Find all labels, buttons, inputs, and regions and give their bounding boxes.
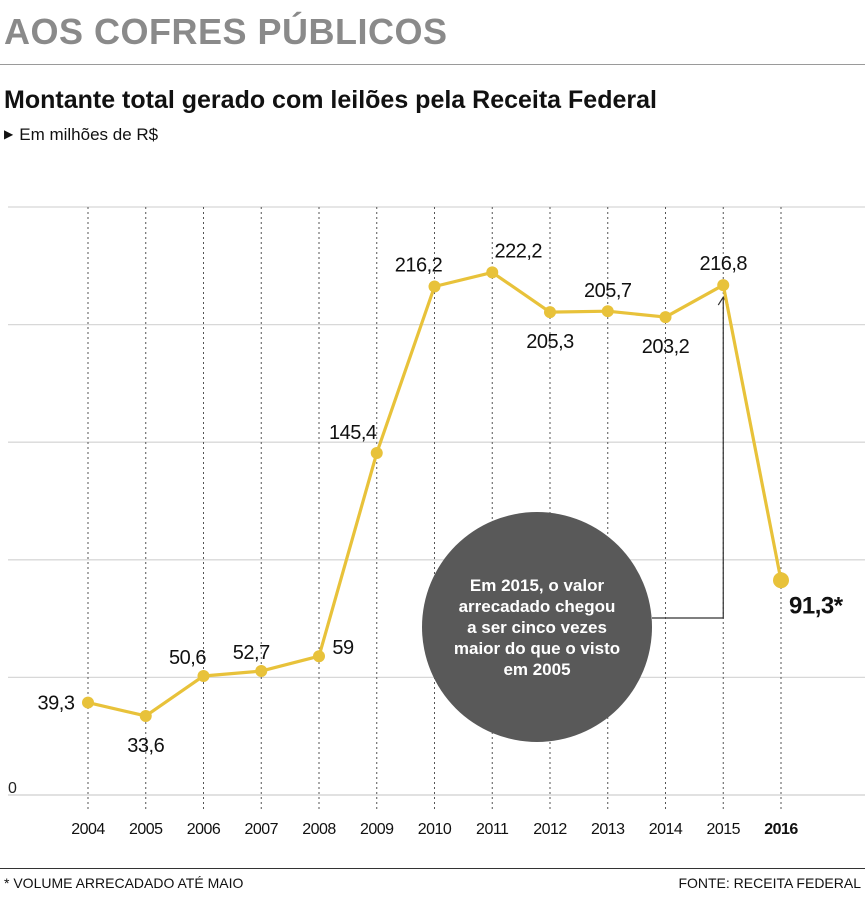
data-label: 145,4 [329, 422, 377, 444]
kicker-heading: AOS COFRES PÚBLICOS [4, 11, 448, 52]
top-rule [0, 64, 865, 65]
x-tick-label: 2011 [476, 821, 509, 838]
unit-label: Em milhões de R$ [19, 125, 159, 144]
data-point [197, 669, 210, 682]
annotation-text: Em 2015, o valor arrecadado chegou a ser… [453, 575, 621, 679]
data-point [428, 280, 441, 293]
chart-title: Montante total gerado com leilões pela R… [4, 86, 657, 114]
y-tick-label: 0 [8, 780, 17, 797]
data-point [717, 279, 730, 292]
annotation-bubble: Em 2015, o valor arrecadado chegou a ser… [422, 512, 652, 742]
footnote: * VOLUME ARRECADADO ATÉ MAIO [4, 875, 244, 891]
data-label: 50,6 [169, 647, 206, 669]
x-tick-label: 2012 [533, 821, 567, 838]
data-label: 59 [332, 637, 354, 659]
x-tick-label: 2016 [764, 821, 798, 838]
data-point [773, 572, 789, 589]
data-label: 33,6 [127, 735, 164, 757]
x-tick-label: 2005 [129, 821, 163, 838]
data-label: 39,3 [38, 693, 75, 715]
x-tick-label: 2007 [244, 821, 278, 838]
x-tick-label: 2006 [187, 821, 221, 838]
chart-subtitle: ▶ Em milhões de R$ [4, 126, 158, 143]
annotation-connector [652, 297, 724, 619]
data-point [139, 709, 152, 722]
line-chart: 0 2004 2005 2006 2007 2008 2009 2010 2011 2012 201… [8, 206, 865, 838]
data-point [255, 665, 268, 678]
x-tick-label: 2015 [706, 821, 740, 838]
data-point [659, 311, 672, 324]
source-credit: FONTE: RECEITA FEDERAL [678, 875, 861, 891]
x-tick-label: 2010 [418, 821, 452, 838]
data-label: 203,2 [642, 336, 690, 358]
data-point [82, 696, 94, 709]
data-label: 205,7 [584, 280, 632, 302]
data-point [313, 650, 325, 663]
x-tick-label: 2014 [649, 821, 683, 838]
data-point [544, 306, 556, 319]
triangle-icon: ▶ [4, 127, 14, 141]
data-point [370, 447, 383, 460]
data-label: 52,7 [233, 642, 270, 664]
x-tick-label: 2008 [302, 821, 336, 838]
data-label: 222,2 [494, 240, 542, 262]
x-tick-label: 2013 [591, 821, 625, 838]
data-label: 91,3* [789, 592, 844, 619]
data-label: 216,8 [699, 253, 747, 275]
bottom-rule [0, 868, 865, 869]
data-point [601, 305, 614, 318]
data-label: 216,2 [395, 254, 443, 276]
data-label: 205,3 [526, 331, 574, 353]
x-tick-label: 2009 [360, 821, 394, 838]
x-tick-label: 2004 [71, 821, 105, 838]
data-point [486, 266, 499, 279]
